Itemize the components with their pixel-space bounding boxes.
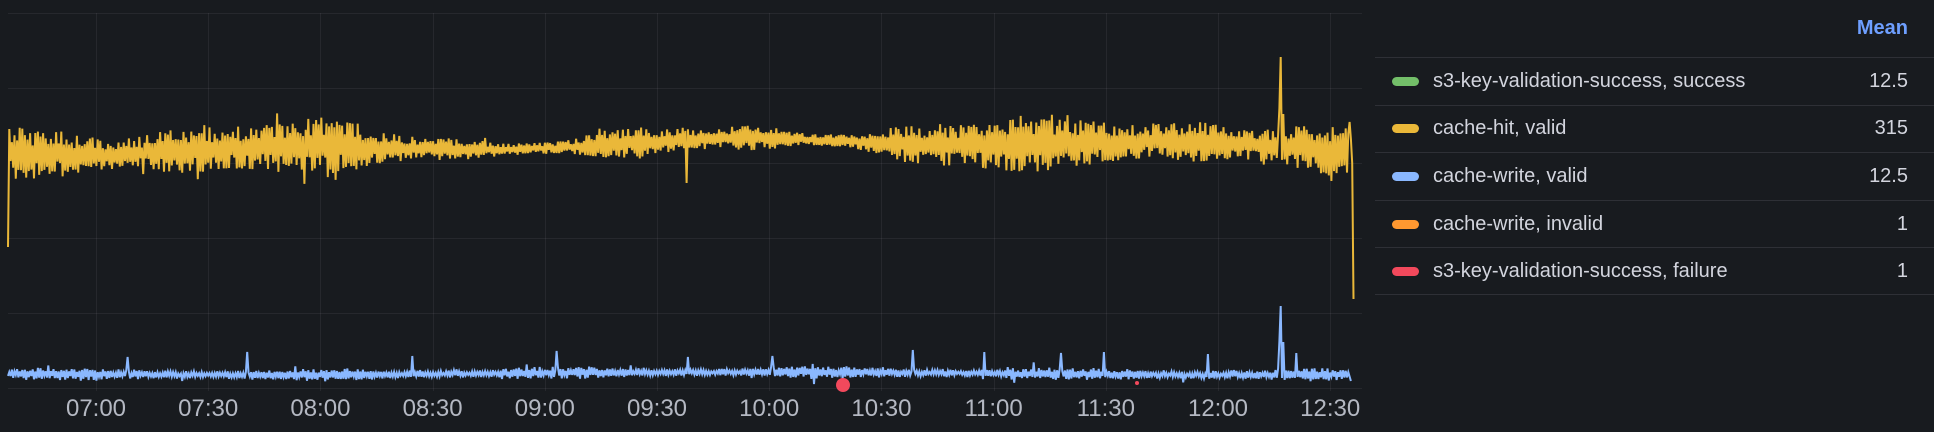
legend-mean-value: 315 <box>1874 117 1908 140</box>
series-line-cache-write-valid <box>7 305 1352 385</box>
series-color-swatch-icon <box>1392 266 1419 276</box>
legend-series-label: cache-hit, valid <box>1433 117 1567 140</box>
legend-series-label: s3-key-validation-success, success <box>1433 69 1746 92</box>
legend-row[interactable]: cache-write, invalid 1 <box>1375 199 1934 248</box>
legend-series-label: s3-key-validation-success, failure <box>1433 259 1728 282</box>
legend-row[interactable]: s3-key-validation-success, success 12.5 <box>1375 57 1934 105</box>
legend-row[interactable]: s3-key-validation-success, failure 1 <box>1375 247 1934 295</box>
series-color-swatch-icon <box>1392 124 1419 134</box>
legend-series-label: cache-write, valid <box>1433 164 1588 187</box>
timeseries-chart-canvas[interactable] <box>0 0 1375 432</box>
series-color-swatch-icon <box>1392 171 1419 181</box>
legend-mean-value: 1 <box>1896 212 1908 235</box>
legend-mean-value: 12.5 <box>1869 164 1908 187</box>
grid <box>8 13 1362 391</box>
legend-mean-value: 12.5 <box>1869 69 1908 92</box>
legend-series-label: cache-write, invalid <box>1433 212 1604 235</box>
series-color-swatch-icon <box>1392 76 1419 86</box>
series-color-swatch-icon <box>1392 219 1419 229</box>
legend-row[interactable]: cache-write, valid 12.5 <box>1375 152 1934 200</box>
legend-mean-value: 1 <box>1896 259 1908 282</box>
series-line-cache-hit-valid <box>7 56 1355 300</box>
legend-row[interactable]: cache-hit, valid 315 <box>1375 104 1934 153</box>
legend-rows: s3-key-validation-success, success 12.5 … <box>1375 57 1934 295</box>
legend-table: Mean s3-key-validation-success, success … <box>1375 0 1934 432</box>
legend-mean-header[interactable]: Mean <box>1856 17 1908 39</box>
series-points-s3-key-validation-failure <box>836 378 1139 392</box>
